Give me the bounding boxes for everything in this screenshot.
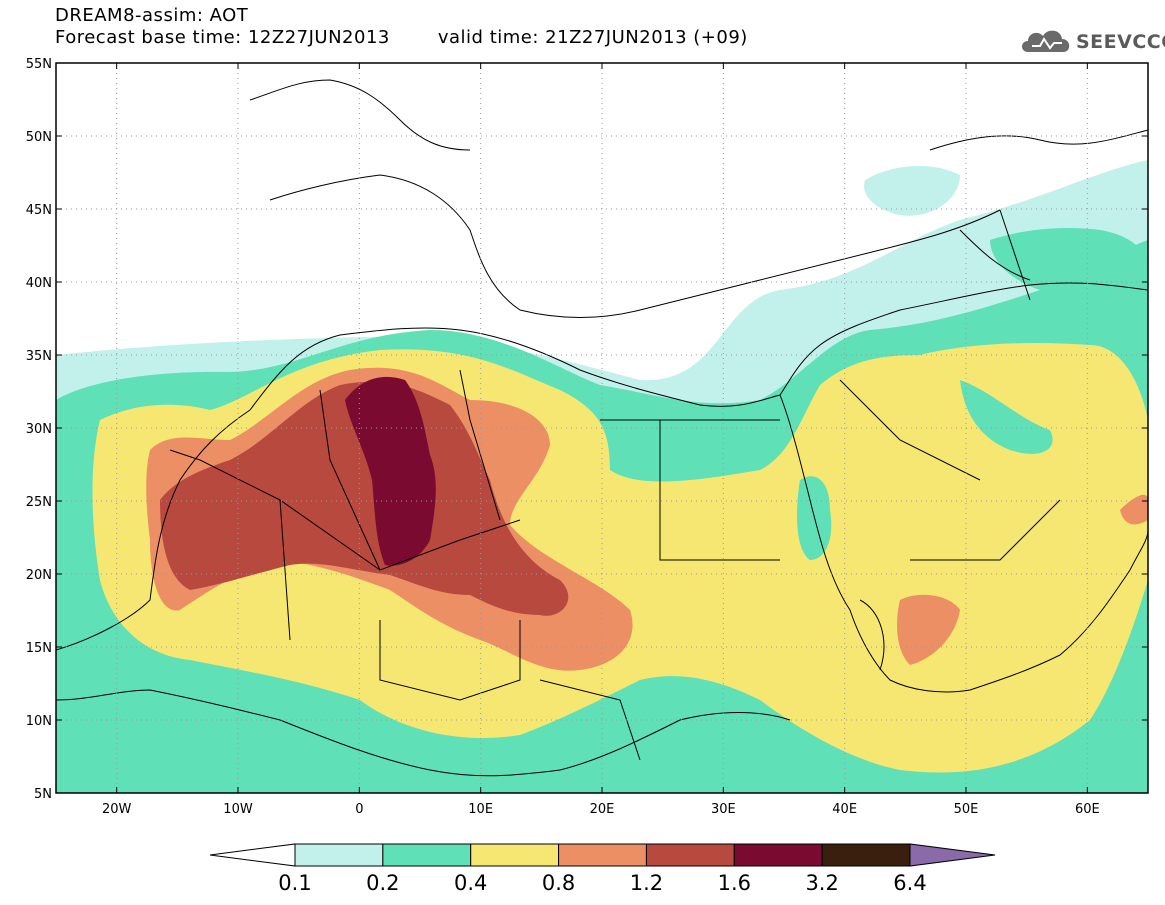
colorbar-segment xyxy=(821,843,911,867)
colorbar-label: 0.8 xyxy=(542,871,575,895)
aot-band-1.2 xyxy=(160,381,569,616)
aot-band-0.2-northeast xyxy=(990,228,1148,300)
lon-label: 10W xyxy=(223,802,253,817)
aot-band-0.8-oman xyxy=(1120,494,1148,525)
colorbar-label: 1.6 xyxy=(718,871,751,895)
colorbar-label: 0.1 xyxy=(278,871,311,895)
map-title: DREAM8-assim: AOT xyxy=(55,5,249,26)
lat-label: 30N xyxy=(26,422,52,437)
lon-label: 40E xyxy=(832,802,857,817)
colorbar-segment xyxy=(294,843,384,867)
axis-ticks: 55N 50N 45N 40N 35N 30N 25N 20N 15N 10N 5N 20W 10W 0 1… xyxy=(26,57,1148,817)
colorbar-label: 1.2 xyxy=(630,871,663,895)
lon-label: 20W xyxy=(102,802,132,817)
lat-label: 15N xyxy=(26,641,52,656)
lat-label: 40N xyxy=(26,276,52,291)
colorbar-segment xyxy=(645,843,735,867)
colorbar: 0.1 0.2 0.4 0.8 1.2 1.6 3.2 6.4 xyxy=(209,843,996,895)
aot-band-0.1-caspian xyxy=(864,165,960,216)
colorbar-under-triangle xyxy=(209,843,296,867)
lat-label: 20N xyxy=(26,568,52,583)
forecast-times: Forecast base time: 12Z27JUN2013 valid ti… xyxy=(55,28,748,48)
lat-label: 10N xyxy=(26,714,52,729)
lon-label: 10E xyxy=(468,802,493,817)
lon-label: 60E xyxy=(1075,802,1100,817)
base-time: Forecast base time: 12Z27JUN2013 xyxy=(55,27,390,48)
aot-band-0.2-gulf xyxy=(960,380,1053,454)
colorbar-segment xyxy=(558,843,647,867)
colorbar-label: 3.2 xyxy=(805,871,838,895)
lat-label: 35N xyxy=(26,349,52,364)
colorbar-segment xyxy=(733,843,823,867)
cloud-icon xyxy=(1022,30,1070,52)
colorbar-segment xyxy=(470,843,560,867)
colorbar-label: 0.2 xyxy=(366,871,399,895)
lon-label: 50E xyxy=(954,802,979,817)
colorbar-label: 6.4 xyxy=(893,871,926,895)
valid-time: valid time: 21Z27JUN2013 (+09) xyxy=(437,27,748,48)
grid-lines xyxy=(56,63,1148,793)
colorbar-over-triangle xyxy=(909,843,996,867)
lat-label: 5N xyxy=(34,787,52,802)
lon-label: 30E xyxy=(711,802,736,817)
coastlines xyxy=(56,79,1148,777)
lat-label: 25N xyxy=(26,495,52,510)
lat-label: 50N xyxy=(26,130,52,145)
aot-band-1.6 xyxy=(345,376,436,566)
lat-label: 45N xyxy=(26,203,52,218)
seevccc-logo: SEEVCCC xyxy=(1018,24,1165,58)
aot-band-0.8-yemen xyxy=(897,594,960,665)
colorbar-label: 0.4 xyxy=(454,871,487,895)
colorbar-segment xyxy=(382,843,472,867)
lat-label: 55N xyxy=(26,57,52,72)
logo-text: SEEVCCC xyxy=(1076,31,1165,53)
lon-label: 20E xyxy=(590,802,615,817)
lon-label: 0 xyxy=(355,802,363,817)
